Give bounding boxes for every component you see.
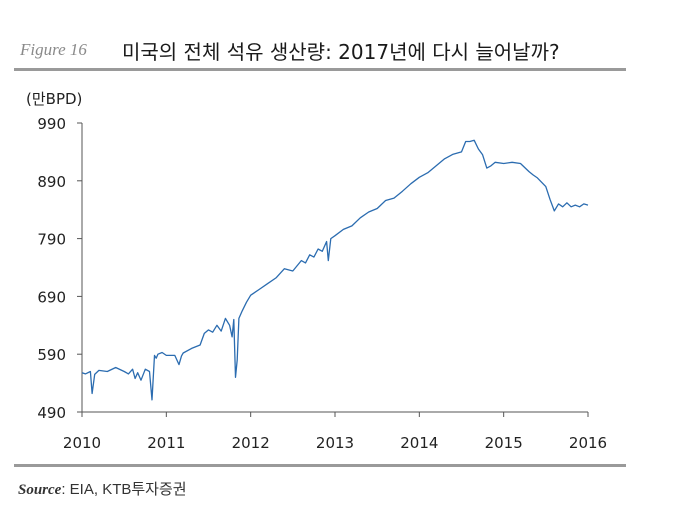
y-axis: 990 890 790 690 590 490 (37, 115, 83, 422)
x-axis: 2010 2011 2012 2013 2014 2015 2016 (63, 411, 607, 452)
x-tick-label: 2010 (63, 434, 101, 452)
source-text: : EIA, KTB투자증권 (61, 481, 187, 498)
x-tick-label: 2011 (147, 434, 185, 452)
y-tick-label: 590 (37, 346, 66, 364)
y-tick-label: 890 (37, 173, 66, 191)
header-rule (14, 68, 626, 71)
x-tick-label: 2013 (316, 434, 354, 452)
y-tick-label: 990 (37, 115, 66, 133)
figure-header: Figure 16 미국의 전체 석유 생산량: 2017년에 다시 늘어날까? (14, 34, 626, 70)
figure-label: Figure 16 (20, 40, 87, 59)
y-tick-label: 690 (37, 288, 66, 306)
y-tick-label: 490 (37, 404, 66, 422)
figure-title: 미국의 전체 석유 생산량: 2017년에 다시 늘어날까? (122, 40, 560, 64)
footer-rule (14, 464, 626, 467)
y-tick-label: 790 (37, 231, 66, 249)
series-line (81, 139, 589, 401)
series-layer (81, 139, 589, 401)
x-tick-label: 2016 (569, 434, 607, 452)
x-tick-label: 2015 (485, 434, 523, 452)
source-label: Source (18, 482, 62, 498)
source-note: Source: EIA, KTB투자증권 (18, 478, 187, 499)
y-axis-unit-label: (만BPD) (26, 90, 82, 108)
x-tick-label: 2014 (400, 434, 438, 452)
x-tick-label: 2012 (232, 434, 270, 452)
